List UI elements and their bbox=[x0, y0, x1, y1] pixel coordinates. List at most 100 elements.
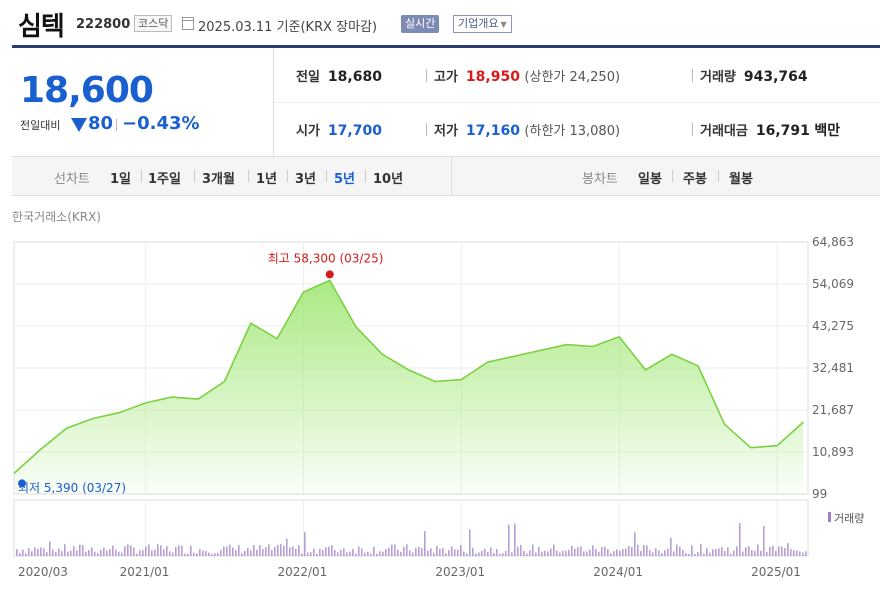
volume-bar bbox=[427, 550, 429, 556]
volume-bar bbox=[145, 546, 147, 556]
low-annotation: 최저 5,390 (03/27) bbox=[18, 481, 126, 495]
volume-bar bbox=[400, 551, 402, 556]
volume-bar bbox=[448, 550, 450, 556]
trade-value: 거래대금 16,791 백만 bbox=[700, 120, 840, 140]
volume-bar bbox=[268, 544, 270, 556]
price-chart[interactable]: 64,863 54,069 43,275 32,481 21,687 10,893 99 20… bbox=[0, 196, 880, 592]
volume-bar bbox=[388, 547, 390, 556]
y-tick-label: 21,687 bbox=[812, 403, 854, 417]
volume-bar bbox=[292, 546, 294, 556]
volume-bar bbox=[790, 549, 792, 556]
volume-bar bbox=[610, 553, 612, 556]
volume-bar bbox=[547, 551, 549, 556]
volume-bar bbox=[103, 547, 105, 556]
volume-bar bbox=[778, 546, 780, 556]
volume-bar bbox=[328, 546, 330, 556]
volume-bar bbox=[94, 551, 96, 556]
volume-bar bbox=[730, 553, 732, 556]
divider bbox=[194, 170, 195, 182]
volume-bar bbox=[172, 552, 174, 556]
volume-bar bbox=[511, 552, 513, 556]
volume-bar bbox=[412, 552, 414, 556]
company-overview-dropdown[interactable]: 기업개요 ▼ bbox=[453, 15, 512, 33]
volume-bar bbox=[643, 544, 645, 556]
low-marker bbox=[18, 479, 26, 488]
tab-1year[interactable]: 1년 bbox=[256, 172, 278, 187]
tab-3month[interactable]: 3개월 bbox=[202, 172, 235, 187]
volume-bar bbox=[61, 551, 63, 556]
volume-bar bbox=[34, 547, 36, 556]
volume-bar bbox=[775, 551, 777, 556]
volume-bar bbox=[271, 549, 273, 556]
volume-bar bbox=[178, 545, 180, 556]
low-value: 17,160 bbox=[465, 123, 520, 139]
volume-bar bbox=[364, 552, 366, 556]
volume-bar bbox=[475, 553, 477, 556]
volume-bar bbox=[424, 531, 426, 556]
volume-bar bbox=[127, 544, 129, 556]
volume-bar bbox=[508, 524, 510, 556]
volume-bar bbox=[187, 553, 189, 556]
tab-weekly[interactable]: 주봉 bbox=[683, 172, 707, 187]
upper-limit: (상한가 24,250) bbox=[524, 70, 621, 85]
tab-3year[interactable]: 3년 bbox=[295, 172, 317, 187]
divider bbox=[248, 170, 249, 182]
stock-header: 심텍 222800 코스닥 2025.03.11 기준(KRX 장마감) 실시간… bbox=[0, 0, 880, 46]
divider bbox=[426, 69, 427, 82]
volume-bar bbox=[658, 550, 660, 556]
volume-bar bbox=[700, 544, 702, 556]
volume-bar bbox=[58, 548, 60, 556]
volume-bar bbox=[736, 546, 738, 556]
price-chart-svg: 64,863 54,069 43,275 32,481 21,687 10,893 99 20… bbox=[13, 235, 864, 579]
volume-bar bbox=[550, 548, 552, 556]
volume-bar bbox=[379, 551, 381, 556]
volume-bar bbox=[409, 550, 411, 556]
volume-bar bbox=[358, 546, 360, 556]
volume-bar bbox=[331, 544, 333, 556]
volume-bar bbox=[190, 545, 192, 556]
divider bbox=[692, 69, 693, 82]
volume-bar bbox=[73, 546, 75, 556]
volume-bar bbox=[460, 545, 462, 556]
volume-bar bbox=[22, 549, 24, 556]
tab-1day[interactable]: 1일 bbox=[110, 172, 132, 187]
volume-bar bbox=[166, 546, 168, 556]
x-tick-label: 2024/01 bbox=[593, 565, 643, 579]
volume-bar bbox=[676, 544, 678, 556]
volume-bar bbox=[211, 553, 213, 556]
volume-bar bbox=[712, 549, 714, 556]
volume-bar bbox=[37, 549, 39, 556]
tab-5year[interactable]: 5년 bbox=[334, 172, 356, 187]
volume-bar bbox=[403, 546, 405, 556]
tab-monthly[interactable]: 월봉 bbox=[729, 172, 753, 187]
volume-bar bbox=[295, 548, 297, 556]
volume: 거래량 943,764 bbox=[700, 66, 808, 85]
volume-bar bbox=[367, 551, 369, 556]
volume-bar bbox=[262, 549, 264, 556]
volume-bar bbox=[499, 553, 501, 556]
volume-bar bbox=[343, 548, 345, 556]
volume-label: 거래량 bbox=[700, 70, 736, 85]
open-value: 17,700 bbox=[327, 123, 382, 139]
volume-bar bbox=[682, 550, 684, 556]
prev-close-label: 전일 bbox=[296, 70, 320, 85]
volume-bar bbox=[52, 549, 54, 556]
tab-daily[interactable]: 일봉 bbox=[638, 172, 662, 187]
volume-bar bbox=[553, 544, 555, 556]
tabbar-divider bbox=[451, 157, 452, 195]
high-label: 고가 bbox=[434, 70, 458, 85]
volume-bar bbox=[217, 552, 219, 556]
price-area bbox=[14, 280, 804, 494]
volume-bar bbox=[391, 544, 393, 556]
realtime-button[interactable]: 실시간 bbox=[401, 15, 440, 33]
volume-bar bbox=[565, 550, 567, 556]
exchange-label: 한국거래소(KRX) bbox=[12, 210, 101, 224]
volume-bar bbox=[598, 551, 600, 556]
tab-10year[interactable]: 10년 bbox=[373, 172, 404, 187]
volume-bar bbox=[322, 550, 324, 556]
tab-1week[interactable]: 1주일 bbox=[148, 172, 181, 187]
y-tick-label: 99 bbox=[812, 487, 827, 501]
volume-bar bbox=[445, 553, 447, 556]
volume-bar bbox=[604, 546, 606, 556]
volume-legend-swatch bbox=[828, 512, 831, 522]
